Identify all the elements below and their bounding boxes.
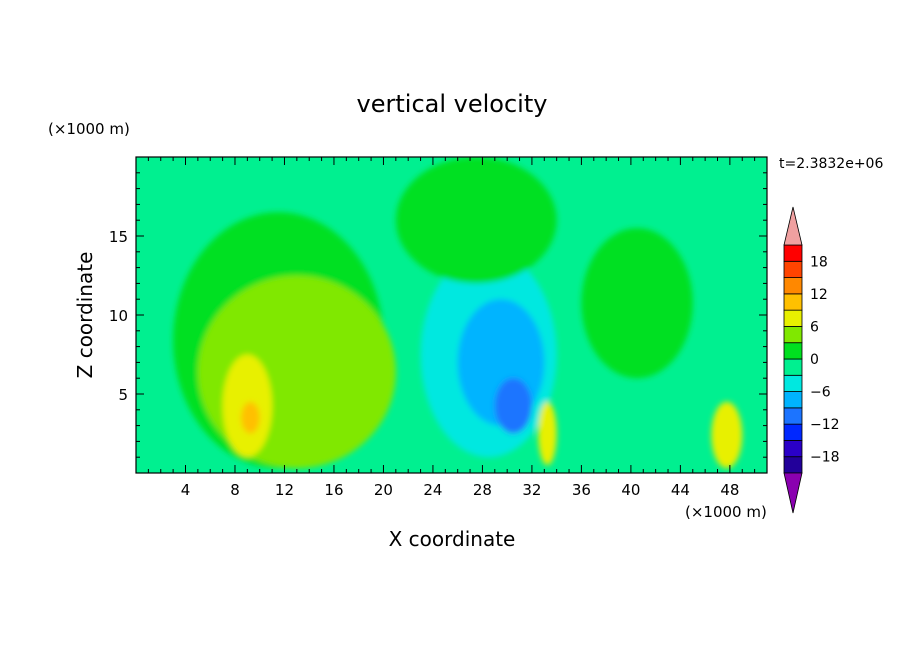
y-axis: 5 10 15	[109, 172, 767, 458]
colorbar-bin	[783, 407, 803, 425]
plot-area	[136, 157, 767, 473]
x-tick-label: 8	[230, 481, 240, 499]
y-tick-label: 5	[118, 386, 128, 404]
colorbar-tick-label: 6	[810, 319, 819, 335]
colorbar-bin	[783, 293, 803, 311]
chart-title: vertical velocity	[357, 90, 548, 118]
y-tick-label: 15	[109, 228, 128, 246]
colorbar-bin	[783, 391, 803, 409]
colorbar-bin	[783, 342, 803, 360]
colorbar-bin	[783, 277, 803, 295]
colorbar-under-triangle	[783, 472, 803, 514]
field-region-updraft-right	[581, 228, 693, 379]
field-region-downdraft-center-core	[494, 378, 532, 434]
colorbar-bin	[783, 440, 803, 458]
x-tick-label: 12	[275, 481, 294, 499]
x-tick-label: 32	[522, 481, 541, 499]
colorbar-bin	[783, 358, 803, 376]
field-region-updraft-right-low	[711, 401, 743, 469]
x-tick-label: 28	[473, 481, 492, 499]
y-tick-label: 10	[109, 307, 128, 325]
colorbar-tick-label: −12	[810, 417, 840, 433]
x-tick-label: 4	[181, 481, 191, 499]
colorbar-bin	[783, 374, 803, 392]
colorbar-tick-label: −6	[810, 385, 831, 401]
colorbar-bin	[783, 456, 803, 474]
colorbar-over-triangle	[783, 206, 803, 246]
colorbar-tick-label: −18	[810, 450, 840, 466]
x-tick-label: 24	[423, 481, 442, 499]
x-tick-label: 36	[572, 481, 591, 499]
y-axis-label: Z coordinate	[73, 252, 97, 379]
time-label: t=2.3832e+06	[779, 156, 883, 172]
colorbar-bin	[783, 326, 803, 344]
x-tick-label: 16	[324, 481, 343, 499]
colorbar-tick-label: 0	[810, 352, 819, 368]
x-tick-label: 20	[374, 481, 393, 499]
x-tick-label: 44	[671, 481, 690, 499]
field-region-updraft-left-mid	[197, 275, 396, 469]
field-region-updraft-upper-center	[395, 157, 557, 284]
colorbar-tick-label: 18	[810, 254, 828, 270]
x-tick-label: 48	[720, 481, 739, 499]
colorbar-tick-label: 12	[810, 287, 828, 303]
colorbar-bin	[783, 423, 803, 441]
x-unit-label: (×1000 m)	[685, 503, 767, 521]
x-axis-label: X coordinate	[389, 527, 516, 551]
colorbar-bin	[783, 309, 803, 327]
x-tick-label: 40	[621, 481, 640, 499]
y-unit-label: (×1000 m)	[48, 120, 130, 138]
x-axis: 4 8 12 16 20 24 28 32 36 40 44 48	[147, 157, 756, 499]
field-region-updraft-x33	[538, 401, 557, 466]
colorbar: 18 12 6 0 −6 −12 −18	[783, 206, 840, 514]
colorbar-bin	[783, 260, 803, 278]
colorbar-bin	[783, 244, 803, 262]
field-region-updraft-left-max	[241, 401, 260, 434]
